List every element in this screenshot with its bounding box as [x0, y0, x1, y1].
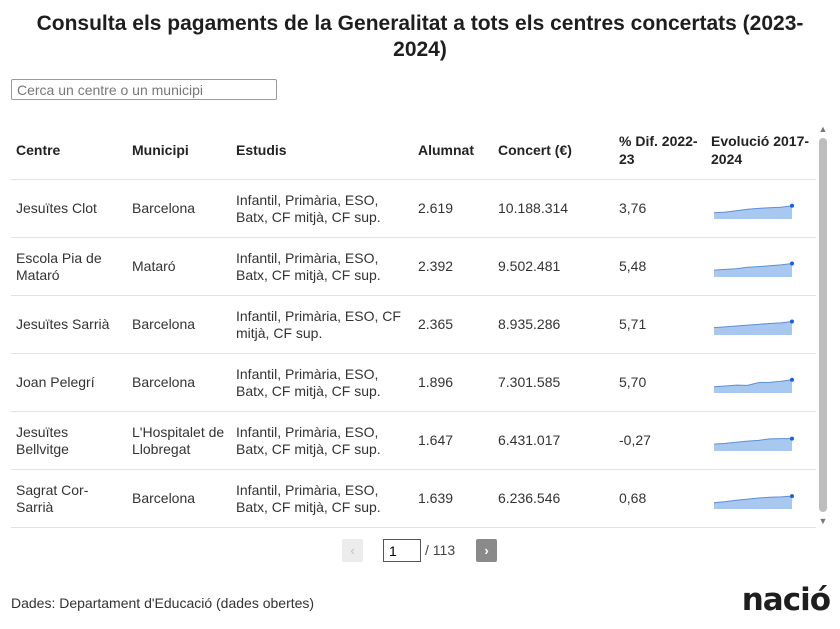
cell-concert: 10.188.314	[493, 179, 614, 238]
trend-endpoint	[790, 203, 794, 208]
cell-dif: 5,48	[614, 237, 706, 296]
cell-municipi: Barcelona	[127, 353, 231, 412]
cell-evolucio	[706, 411, 816, 470]
cell-alumnat: 1.647	[413, 411, 493, 470]
trend-area	[714, 321, 792, 335]
cell-estudis: Infantil, Primària, ESO, Batx, CF mitjà,…	[231, 411, 413, 470]
trend-sparkline	[713, 493, 794, 509]
header-dif[interactable]: % Dif. 2022-23	[614, 121, 706, 180]
trend-sparkline	[713, 261, 794, 277]
page-total: / 113	[425, 542, 456, 558]
page-number-input[interactable]	[383, 539, 421, 562]
cell-alumnat: 1.896	[413, 353, 493, 412]
cell-municipi: Barcelona	[127, 295, 231, 354]
cell-evolucio	[706, 469, 816, 528]
trend-area	[714, 379, 792, 393]
cell-evolucio	[706, 295, 816, 354]
table-row: Sagrat Cor-Sarrià Barcelona Infantil, Prim…	[11, 469, 816, 528]
header-evolucio[interactable]: Evolució 2017-2024	[706, 121, 816, 180]
trend-endpoint	[790, 261, 794, 266]
cell-estudis: Infantil, Primària, ESO, Batx, CF mitjà,…	[231, 353, 413, 412]
cell-centre: Jesuïtes Bellvitge	[11, 411, 127, 470]
cell-concert: 7.301.585	[493, 353, 614, 412]
cell-estudis: Infantil, Primària, ESO, Batx, CF mitjà,…	[231, 179, 413, 238]
cell-dif: -0,27	[614, 411, 706, 470]
cell-dif: 5,70	[614, 353, 706, 412]
cell-municipi: Barcelona	[127, 179, 231, 238]
previous-page-button[interactable]: ‹	[342, 539, 363, 562]
cell-concert: 9.502.481	[493, 237, 614, 296]
table-row: Jesuïtes Bellvitge L'Hospitalet de Llobre…	[11, 411, 816, 470]
cell-centre: Jesuïtes Clot	[11, 179, 127, 238]
payments-table: Centre Municipi Estudis Alumnat Concert …	[11, 121, 816, 528]
trend-sparkline	[713, 203, 794, 219]
trend-endpoint	[790, 319, 794, 324]
trend-area	[714, 205, 792, 219]
trend-line	[713, 204, 793, 213]
cell-evolucio	[706, 179, 816, 238]
header-municipi[interactable]: Municipi	[127, 121, 231, 180]
trend-line	[713, 378, 793, 387]
page-title: Consulta els pagaments de la Generalitat…	[36, 12, 804, 61]
trend-endpoint	[790, 436, 794, 441]
cell-centre: Sagrat Cor-Sarrià	[11, 469, 127, 528]
scroll-down-icon[interactable]: ▼	[818, 516, 828, 526]
cell-centre: Jesuïtes Sarrià	[11, 295, 127, 354]
trend-sparkline	[713, 319, 794, 335]
data-table-container: Centre Municipi Estudis Alumnat Concert …	[11, 121, 816, 528]
table-row: Jesuïtes Clot Barcelona Infantil, Primària…	[11, 179, 816, 238]
cell-estudis: Infantil, Primària, ESO, Batx, CF mitjà,…	[231, 469, 413, 528]
cell-centre: Joan Pelegrí	[11, 353, 127, 412]
trend-area	[714, 438, 792, 451]
cell-concert: 8.935.286	[493, 295, 614, 354]
table-scrollbar[interactable]: ▲ ▼	[818, 124, 828, 526]
cell-alumnat: 2.365	[413, 295, 493, 354]
cell-dif: 3,76	[614, 179, 706, 238]
header-alumnat[interactable]: Alumnat	[413, 121, 493, 180]
trend-area	[714, 495, 792, 509]
scroll-thumb[interactable]	[819, 138, 827, 512]
cell-estudis: Infantil, Primària, ESO, Batx, CF mitjà,…	[231, 237, 413, 296]
cell-municipi: Mataró	[127, 237, 231, 296]
trend-endpoint	[790, 377, 794, 382]
scroll-up-icon[interactable]: ▲	[818, 124, 828, 134]
table-header-row: Centre Municipi Estudis Alumnat Concert …	[11, 121, 816, 180]
table-row: Escola Pia de Mataró Mataró Infantil, Prim…	[11, 237, 816, 296]
cell-concert: 6.236.546	[493, 469, 614, 528]
trend-sparkline	[713, 436, 794, 451]
trend-line	[713, 437, 792, 445]
trend-line	[713, 320, 793, 328]
cell-alumnat: 1.639	[413, 469, 493, 528]
cell-concert: 6.431.017	[493, 411, 614, 470]
cell-alumnat: 2.619	[413, 179, 493, 238]
cell-estudis: Infantil, Primària, ESO, CF mitjà, CF su…	[231, 295, 413, 354]
trend-endpoint	[790, 493, 794, 498]
trend-sparkline	[713, 377, 794, 393]
table-row: Joan Pelegrí Barcelona Infantil, Primària,…	[11, 353, 816, 412]
table-row: Jesuïtes Sarrià Barcelona Infantil, Primàr…	[11, 295, 816, 354]
cell-municipi: Barcelona	[127, 469, 231, 528]
trend-area	[714, 263, 792, 277]
cell-evolucio	[706, 353, 816, 412]
data-source-note: Dades: Departament d'Educació (dades obe…	[11, 595, 315, 611]
cell-dif: 5,71	[614, 295, 706, 354]
cell-municipi: L'Hospitalet de Llobregat	[127, 411, 231, 470]
header-estudis[interactable]: Estudis	[231, 121, 413, 180]
trend-line	[713, 262, 793, 271]
header-concert[interactable]: Concert (€)	[493, 121, 614, 180]
cell-centre: Escola Pia de Mataró	[11, 237, 127, 296]
search-input[interactable]	[11, 79, 277, 100]
trend-line	[713, 495, 793, 503]
header-centre[interactable]: Centre	[11, 121, 127, 180]
nacio-logo: nació	[741, 582, 831, 618]
next-page-button[interactable]: ›	[476, 539, 497, 562]
cell-evolucio	[706, 237, 816, 296]
cell-dif: 0,68	[614, 469, 706, 528]
cell-alumnat: 2.392	[413, 237, 493, 296]
